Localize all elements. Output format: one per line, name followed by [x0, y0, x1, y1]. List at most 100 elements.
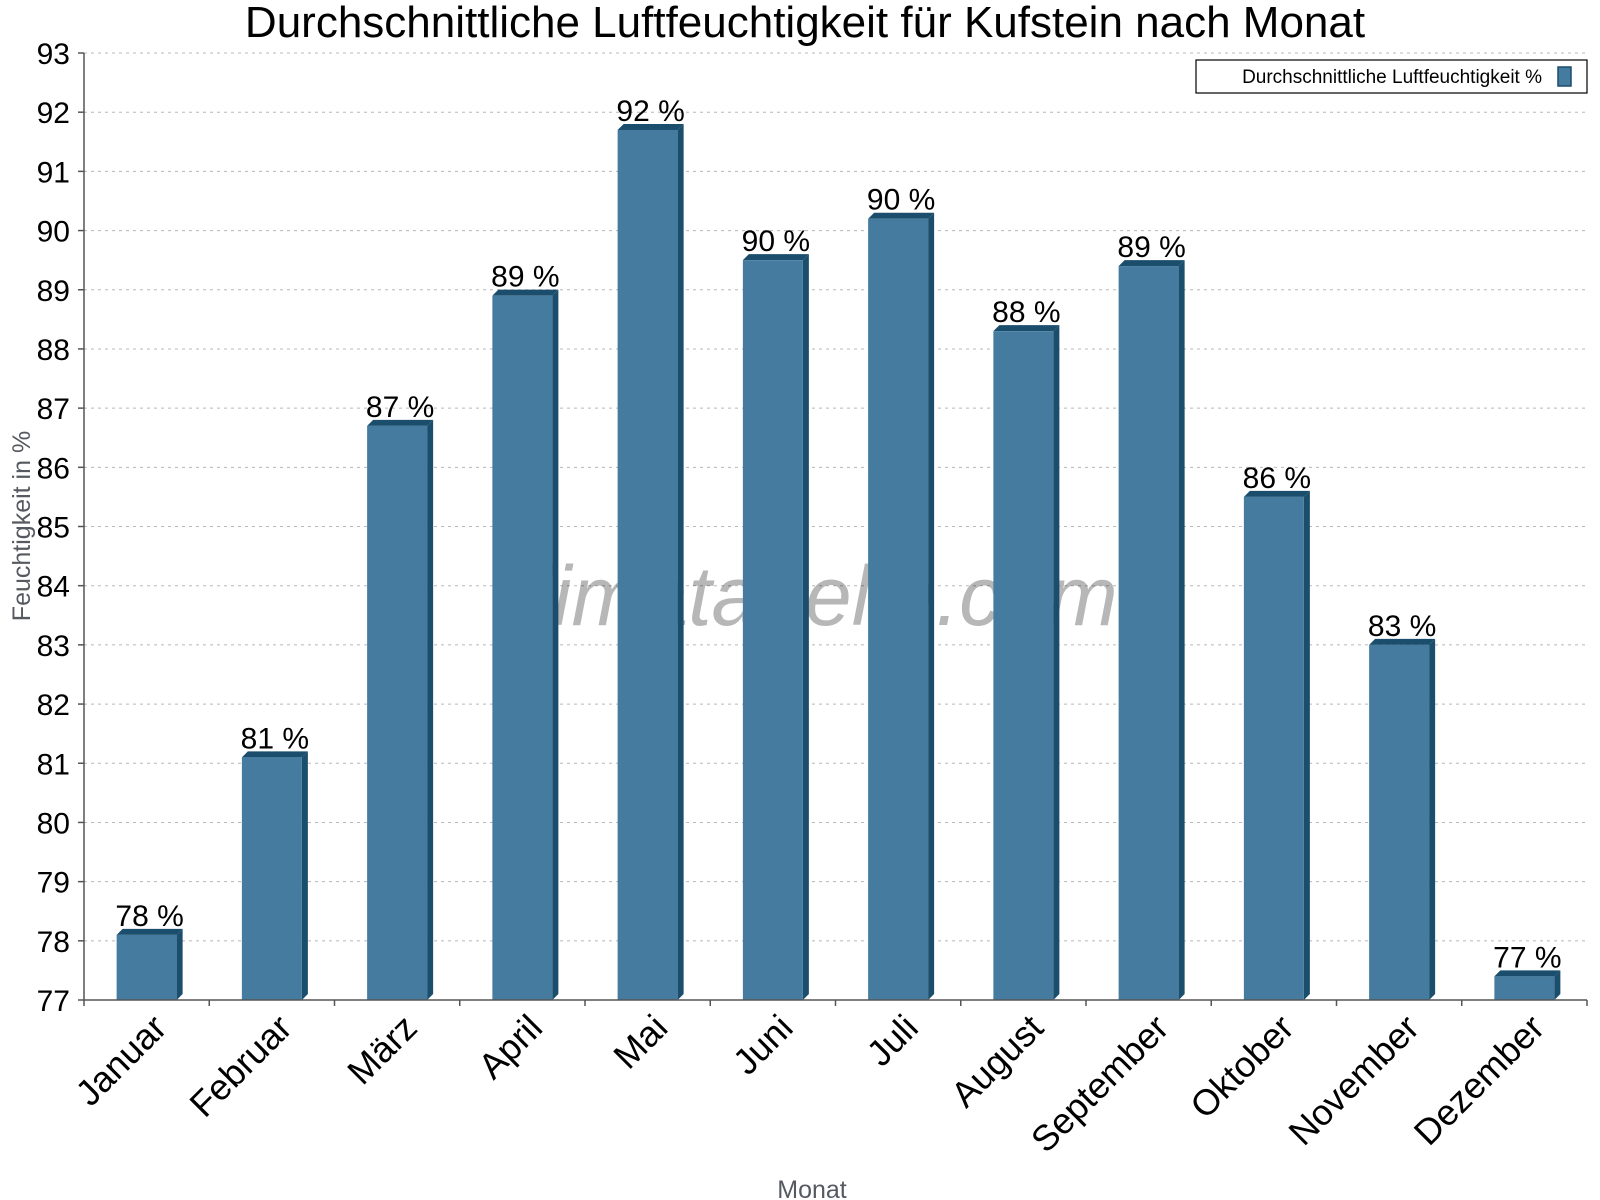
legend-swatch — [1557, 66, 1572, 87]
bar-0 — [116, 928, 183, 1000]
bar-front-3 — [492, 295, 553, 1000]
bar-8 — [1118, 260, 1185, 1000]
data-labels: 78 % 81 % 87 % 89 % 92 % 90 % 90 % 88 % 89 % 86 %… — [115, 95, 1561, 974]
y-tick-label-0: 77 — [37, 985, 70, 1018]
y-axis-label: Feuchtigkeit in % — [8, 431, 36, 621]
data-label-4: 92 % — [616, 95, 684, 128]
bar-front-8 — [1118, 266, 1179, 1000]
data-label-1: 81 % — [241, 722, 309, 755]
bar-front-10 — [1369, 644, 1430, 1000]
x-tick-label-6: Juli — [859, 1007, 926, 1074]
bar-front-4 — [617, 129, 678, 1001]
x-tick-label-0: Januar — [67, 1007, 174, 1114]
bar-top-1 — [241, 751, 308, 758]
y-tick-label-9: 86 — [37, 452, 70, 485]
bar-top-7 — [993, 325, 1060, 332]
legend-box — [1195, 59, 1588, 94]
x-tick-label-5: Juni — [725, 1007, 801, 1083]
y-tick-label-2: 79 — [37, 867, 70, 900]
y-tick-label-1: 78 — [37, 926, 70, 959]
y-tick-label-10: 87 — [37, 393, 70, 426]
bar-top-0 — [116, 928, 183, 935]
bar-side-4 — [677, 123, 684, 1001]
data-label-11: 77 % — [1493, 941, 1561, 974]
chart-title: Durchschnittliche Luftfeuchtigkeit für K… — [245, 0, 1365, 47]
bar-front-1 — [241, 757, 302, 1000]
y-tick-label-7: 84 — [37, 571, 70, 604]
bar-9 — [1243, 490, 1310, 1000]
bar-11 — [1494, 970, 1561, 1000]
y-tick-label-13: 90 — [37, 216, 70, 249]
x-tick-label-8: September — [1023, 1007, 1177, 1161]
bar-side-11 — [1554, 970, 1561, 1000]
y-tick-labels: 77 78 79 80 81 82 83 84 85 86 87 88 89 90 91 92 93 — [37, 38, 84, 1018]
data-label-3: 89 % — [491, 261, 559, 294]
bar-5 — [742, 254, 809, 1000]
data-label-6: 90 % — [867, 184, 935, 217]
y-tick-label-3: 80 — [37, 807, 70, 840]
data-label-0: 78 % — [115, 900, 183, 933]
y-tick-label-15: 92 — [37, 97, 70, 130]
bar-side-1 — [301, 751, 308, 1000]
data-label-10: 83 % — [1368, 610, 1436, 643]
bar-top-11 — [1494, 970, 1561, 977]
data-label-5: 90 % — [742, 225, 810, 258]
x-tick-labels: Januar Februar März April Mai Juni Juli AugustS… — [67, 1000, 1588, 1161]
bar-side-7 — [1053, 325, 1060, 1000]
data-label-9: 86 % — [1243, 462, 1311, 495]
bar-side-6 — [928, 212, 935, 1001]
bar-front-11 — [1494, 976, 1555, 1000]
bar-front-5 — [742, 260, 803, 1000]
bar-top-6 — [868, 212, 935, 219]
legend-entry-label: Durchschnittliche Luftfeuchtigkeit % — [1242, 67, 1542, 88]
bar-side-8 — [1178, 260, 1185, 1000]
y-tick-label-11: 88 — [37, 334, 70, 367]
x-tick-label-11: Dezember — [1406, 1007, 1552, 1153]
bar-front-7 — [993, 331, 1054, 1000]
x-axis-label: Monat — [777, 1176, 847, 1200]
bar-3 — [492, 289, 559, 1000]
y-tick-label-6: 83 — [37, 630, 70, 663]
bar-side-5 — [802, 254, 809, 1000]
bar-side-9 — [1303, 490, 1310, 1000]
bars — [116, 123, 1561, 1001]
bar-front-2 — [367, 425, 428, 1001]
bar-side-0 — [176, 928, 183, 1000]
bar-front-0 — [116, 934, 177, 1000]
x-tick-label-4: Mai — [605, 1007, 675, 1077]
y-tick-label-16: 93 — [37, 38, 70, 71]
bar-side-2 — [427, 419, 434, 1001]
y-tick-label-4: 81 — [37, 748, 70, 781]
y-tick-label-5: 82 — [37, 689, 70, 722]
bar-1 — [241, 751, 308, 1000]
bar-2 — [367, 419, 434, 1001]
bar-7 — [993, 325, 1060, 1000]
bar-6 — [868, 212, 935, 1001]
bar-top-10 — [1369, 638, 1436, 645]
data-label-8: 89 % — [1117, 231, 1185, 264]
data-label-2: 87 % — [366, 391, 434, 424]
bar-front-9 — [1243, 496, 1304, 1000]
bar-top-3 — [492, 289, 559, 296]
x-tick-label-7: August — [943, 1007, 1051, 1115]
bar-top-5 — [742, 254, 809, 261]
y-tick-label-12: 89 — [37, 275, 70, 308]
bar-front-6 — [868, 218, 929, 1001]
y-tick-label-8: 85 — [37, 512, 70, 545]
legend: Durchschnittliche Luftfeuchtigkeit % — [1195, 59, 1588, 94]
x-tick-label-10: November — [1280, 1007, 1426, 1153]
bar-side-10 — [1429, 638, 1436, 1000]
x-tick-label-2: März — [339, 1007, 425, 1093]
gridlines — [84, 52, 1587, 942]
x-tick-label-3: April — [470, 1007, 550, 1087]
bar-top-4 — [617, 123, 684, 130]
bar-top-8 — [1118, 260, 1185, 267]
bar-side-3 — [552, 289, 559, 1000]
bar-10 — [1369, 638, 1436, 1000]
x-tick-label-1: Februar — [181, 1007, 299, 1125]
bar-4 — [617, 123, 684, 1001]
y-tick-label-14: 91 — [37, 156, 70, 189]
bar-top-2 — [367, 419, 434, 426]
data-label-7: 88 % — [992, 296, 1060, 329]
